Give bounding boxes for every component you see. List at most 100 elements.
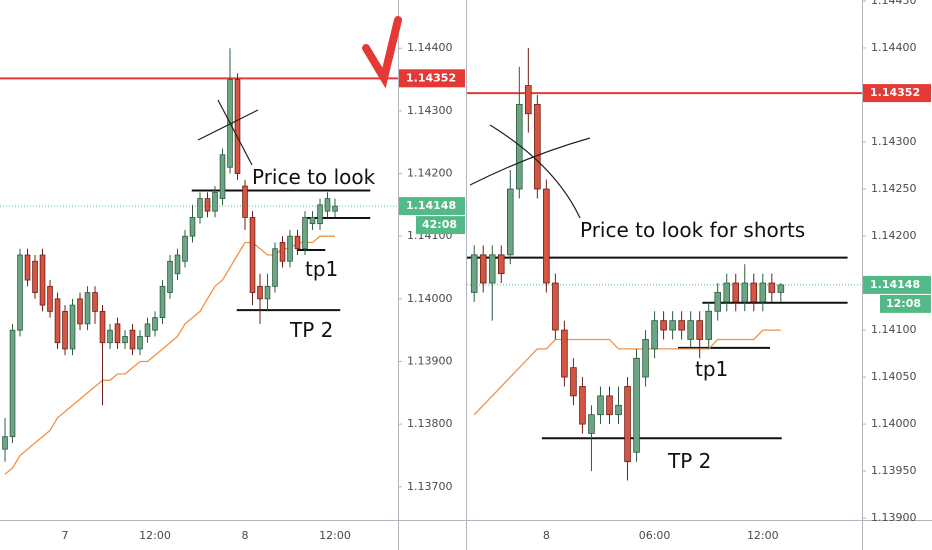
candle-body — [122, 336, 128, 344]
candle-body — [242, 185, 248, 218]
last-price-box — [399, 197, 465, 216]
candle-body — [159, 285, 166, 319]
candle-body — [279, 242, 286, 262]
last-price-box — [863, 275, 931, 294]
candle-body — [62, 310, 68, 350]
candle-body — [759, 282, 767, 303]
candle-body — [497, 254, 505, 275]
candle-body — [615, 404, 622, 416]
candle-body — [732, 282, 740, 303]
annotation: TP 2 — [289, 318, 333, 342]
y-tick-label: 1.14300 — [407, 104, 453, 117]
y-tick-label: 1.13900 — [407, 354, 453, 367]
candle-body — [579, 386, 586, 425]
drawing-cross — [217, 99, 253, 166]
annotation: TP 2 — [667, 449, 711, 473]
check-mark — [362, 16, 402, 89]
candle-body — [588, 414, 595, 434]
candle-body — [516, 103, 523, 190]
candle-body — [144, 323, 151, 337]
x-tick-label: 7 — [62, 529, 69, 542]
candle-body — [9, 329, 16, 438]
y-tick-label: 1.14000 — [871, 417, 917, 430]
candle-body — [47, 285, 53, 312]
candle-body — [264, 285, 271, 300]
candle-body — [234, 79, 241, 174]
candle-body — [624, 386, 631, 463]
drawing-arc — [469, 137, 591, 186]
candle-body — [174, 254, 181, 275]
candle-body — [84, 292, 91, 325]
last-price-label: 1.14148 — [870, 278, 920, 291]
candle-body — [249, 216, 256, 293]
candle-body — [660, 320, 667, 331]
x-tick-label: 8 — [543, 529, 550, 542]
annotation: Price to look — [252, 165, 376, 189]
level-label: 1.14352 — [406, 71, 456, 84]
y-tick-label: 1.13950 — [871, 464, 917, 477]
candle-body — [597, 395, 604, 416]
candle-body — [750, 282, 758, 303]
x-tick-label: 8 — [242, 529, 249, 542]
candle-body — [317, 204, 323, 225]
y-tick-label: 1.13700 — [407, 480, 453, 493]
x-tick-label: 12:00 — [747, 529, 779, 542]
candle-body — [534, 103, 541, 190]
y-tick-label: 1.14200 — [871, 229, 917, 242]
candle-body — [777, 284, 785, 293]
candle-body — [137, 336, 143, 350]
annotation: tp1 — [695, 357, 728, 381]
level-label-box — [399, 69, 465, 88]
level-label: 1.14352 — [870, 86, 920, 99]
candle-body — [309, 216, 316, 225]
candle-body — [696, 320, 703, 340]
annotation: Price to look for shorts — [580, 218, 805, 242]
candle-body — [678, 320, 685, 331]
candle-body — [152, 317, 158, 331]
y-tick-label: 1.14400 — [871, 41, 917, 54]
candle-body — [723, 282, 731, 303]
candle-body — [705, 310, 712, 340]
y-tick-label: 1.14050 — [871, 370, 917, 383]
candle-body — [114, 323, 121, 344]
candle-body — [24, 254, 31, 281]
candle-body — [182, 235, 188, 262]
last-price-label: 1.14148 — [406, 199, 456, 212]
candle-body — [741, 282, 749, 303]
candle-body — [324, 198, 331, 212]
candle-body — [107, 329, 113, 344]
candle-body — [219, 154, 226, 200]
candle-body — [167, 260, 173, 293]
candle-body — [606, 395, 613, 416]
candle-body — [32, 260, 38, 293]
y-tick-label: 1.14400 — [407, 41, 453, 54]
candle-body — [488, 254, 496, 284]
candle-body — [294, 235, 301, 250]
candle-body — [570, 367, 577, 397]
x-tick-label: 12:00 — [139, 529, 171, 542]
y-tick-label: 1.13800 — [407, 417, 453, 430]
candle-body — [507, 188, 514, 256]
candle-body — [687, 320, 694, 340]
candle-body — [302, 216, 308, 250]
countdown-box — [880, 294, 931, 313]
candle-body — [470, 254, 478, 293]
x-tick-label: 06:00 — [639, 529, 671, 542]
y-tick-label: 1.14000 — [407, 292, 453, 305]
y-tick-label: 1.14200 — [407, 167, 453, 180]
candle-body — [2, 436, 8, 450]
candle-body — [714, 292, 721, 312]
candle-body — [543, 188, 550, 284]
countdown-box — [416, 216, 465, 235]
moving-average — [473, 329, 781, 416]
candle-body — [17, 254, 23, 331]
y-tick-label: 1.13900 — [871, 511, 917, 524]
y-tick-label: 1.14100 — [871, 323, 917, 336]
candle-body — [669, 320, 676, 331]
y-tick-label: 1.14250 — [871, 182, 917, 195]
candle-body — [552, 282, 559, 331]
candle-body — [204, 198, 211, 212]
x-tick-label: 12:00 — [319, 529, 351, 542]
